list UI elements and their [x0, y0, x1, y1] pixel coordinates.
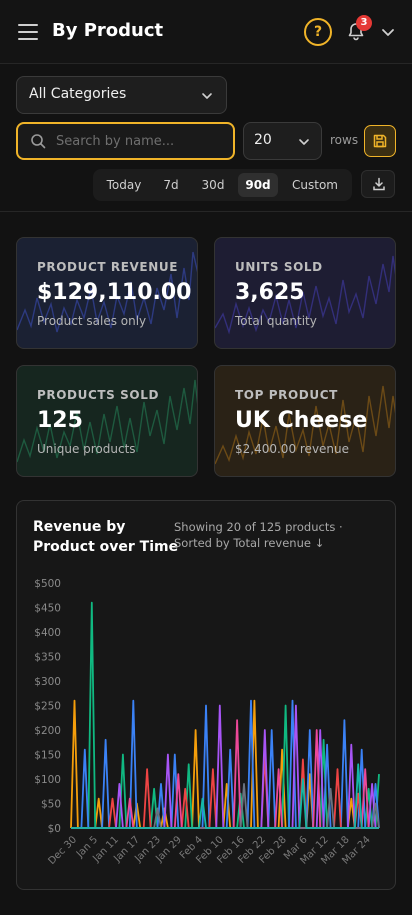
y-tick-label: $100	[34, 774, 61, 786]
y-tick-label: $0	[48, 823, 61, 835]
app-header: By Product ? 3	[0, 0, 412, 64]
kpi-subtext: Unique products	[37, 442, 136, 456]
chevron-down-icon	[382, 29, 394, 36]
sparkline	[215, 255, 395, 335]
rows-per-page-select[interactable]: 20	[243, 122, 322, 160]
tab-custom[interactable]: Custom	[292, 178, 338, 192]
kpi-value: UK Cheese	[235, 408, 368, 433]
chevron-down-icon	[202, 93, 212, 99]
y-tick-label: $350	[34, 652, 61, 664]
download-icon	[373, 177, 385, 191]
category-select[interactable]: All Categories	[16, 76, 227, 114]
chart-title: Revenue by Product over Time	[33, 519, 179, 555]
series-line-1[interactable]	[71, 601, 380, 829]
date-range-tabs: Today 7d 30d 90d Custom	[93, 169, 352, 201]
kpi-card-top-product: TOP PRODUCT UK Cheese $2,400.00 revenue	[214, 365, 396, 477]
y-tick-label: $50	[41, 799, 61, 811]
kpi-label: UNITS SOLD	[235, 260, 323, 274]
notification-badge: 3	[356, 15, 372, 31]
save-icon	[373, 134, 387, 148]
page-title: By Product	[52, 20, 164, 41]
kpi-card-revenue: PRODUCT REVENUE $129,110.00 Product sale…	[16, 237, 198, 349]
kpi-subtext: $2,400.00 revenue	[235, 442, 350, 456]
sparkline	[17, 379, 197, 463]
question-circle-icon: ?	[313, 24, 323, 40]
y-tick-label: $500	[34, 578, 61, 590]
kpi-label: PRODUCTS SOLD	[37, 388, 160, 402]
y-tick-label: $400	[34, 627, 61, 639]
category-value: All Categories	[29, 86, 127, 102]
y-tick-label: $200	[34, 725, 61, 737]
y-tick-label: $150	[34, 750, 61, 762]
menu-icon[interactable]	[18, 24, 38, 40]
rows-value: 20	[254, 132, 272, 148]
search-input[interactable]	[56, 131, 226, 151]
revenue-line-chart[interactable]: $0 $50 $100 $150 $200 $250 $300 $350 $400 $450 $50…	[17, 501, 397, 891]
revenue-chart-card: Revenue by Product over Time Showing 20 …	[16, 500, 396, 890]
chevron-down-icon	[299, 139, 309, 145]
kpi-label: PRODUCT REVENUE	[37, 260, 179, 274]
search-icon	[31, 134, 46, 149]
kpi-value: $129,110.00	[37, 280, 192, 305]
kpi-subtext: Total quantity	[235, 314, 317, 328]
kpi-subtext: Product sales only	[37, 314, 147, 328]
tab-90d[interactable]: 90d	[238, 173, 278, 197]
account-menu-button[interactable]	[380, 24, 396, 40]
chart-subtitle: Showing 20 of 125 products · Sorted by T…	[174, 520, 343, 550]
filter-bar: All Categories 20 rows Today 7d 30d 90d …	[0, 64, 412, 212]
tab-30d[interactable]: 30d	[201, 178, 225, 192]
kpi-card-units: UNITS SOLD 3,625 Total quantity	[214, 237, 396, 349]
sparkline	[17, 251, 197, 333]
kpi-card-products: PRODUCTS SOLD 125 Unique products	[16, 365, 198, 477]
tab-today[interactable]: Today	[106, 178, 142, 192]
y-tick-label: $450	[34, 603, 61, 615]
rows-label: rows	[330, 133, 359, 147]
save-view-button[interactable]	[364, 125, 396, 157]
kpi-value: 3,625	[235, 280, 305, 305]
series-line-2[interactable]	[71, 699, 380, 829]
kpi-label: TOP PRODUCT	[235, 388, 338, 402]
y-tick-label: $300	[34, 676, 61, 688]
tab-7d[interactable]: 7d	[163, 178, 179, 192]
search-field[interactable]	[16, 122, 235, 160]
series-line-7[interactable]	[71, 763, 379, 829]
download-button[interactable]	[361, 170, 395, 198]
help-button[interactable]: ?	[304, 18, 332, 46]
y-tick-label: $250	[34, 701, 61, 713]
sparkline	[215, 385, 395, 465]
kpi-value: 125	[37, 408, 83, 433]
x-tick-label: Dec 30	[46, 834, 79, 867]
